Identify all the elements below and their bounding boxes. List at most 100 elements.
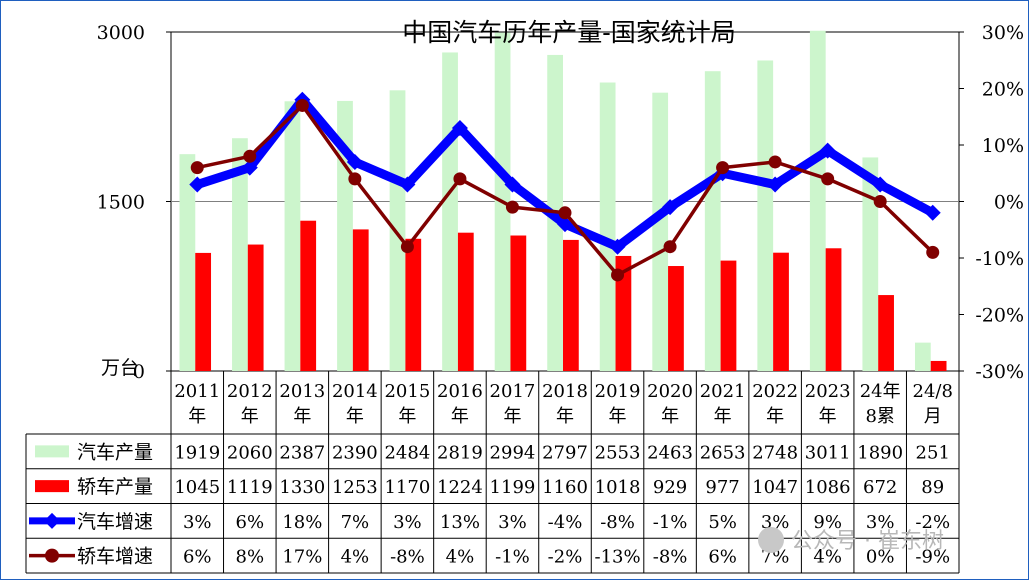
- data-label-1-12: 1086: [805, 477, 851, 498]
- point-3-6: [505, 200, 519, 214]
- bar-0-2: [284, 101, 301, 372]
- y-tick-label-1: 1500: [97, 192, 145, 214]
- y-tick-label-2: 0: [133, 361, 145, 383]
- y2-tick-label-2: 10%: [982, 135, 1024, 157]
- data-label-3-13: 0%: [866, 547, 895, 568]
- bar-1-2: [300, 220, 317, 371]
- point-3-8: [611, 268, 625, 282]
- data-label-0-5: 2819: [437, 442, 483, 463]
- x-tick-label-12: 2023: [805, 381, 851, 402]
- data-label-3-8: -13%: [594, 547, 640, 568]
- x-tick-sublabel-14: 月: [924, 406, 942, 427]
- bar-0-1: [232, 138, 248, 371]
- x-tick-sublabel-13: 8累: [865, 406, 894, 427]
- point-2-11: [767, 176, 784, 193]
- bar-1-8: [615, 255, 632, 371]
- x-tick-label-2: 2013: [279, 381, 325, 402]
- x-tick-sublabel-4: 年: [398, 406, 416, 427]
- point-2-13: [872, 176, 889, 193]
- point-3-9: [663, 240, 677, 254]
- data-label-2-7: -4%: [548, 512, 583, 533]
- x-tick-label-4: 2015: [384, 381, 430, 402]
- data-label-2-4: 3%: [393, 512, 422, 533]
- bar-1-4: [405, 238, 422, 371]
- data-label-2-6: 3%: [498, 512, 527, 533]
- bar-1-5: [457, 232, 474, 371]
- data-label-1-10: 977: [705, 477, 739, 498]
- point-3-13: [873, 195, 887, 208]
- point-3-3: [348, 172, 362, 186]
- data-label-3-9: -8%: [653, 547, 688, 568]
- point-2-0: [189, 176, 206, 193]
- point-3-14: [926, 245, 940, 259]
- point-3-1: [243, 149, 257, 163]
- data-label-0-8: 2553: [595, 442, 641, 463]
- data-label-3-6: -1%: [495, 547, 530, 568]
- bar-1-10: [720, 260, 737, 371]
- point-3-7: [558, 206, 572, 220]
- data-label-3-14: -9%: [915, 547, 950, 568]
- data-label-0-14: 251: [916, 442, 950, 463]
- point-2-8: [609, 238, 626, 255]
- data-label-2-9: -1%: [653, 512, 688, 533]
- x-tick-sublabel-11: 年: [766, 406, 784, 427]
- x-tick-label-13: 24年: [860, 381, 901, 402]
- data-label-2-14: -2%: [915, 512, 950, 533]
- data-label-0-10: 2653: [700, 442, 746, 463]
- chart-title: 中国汽车历年产量-国家统计局: [402, 18, 735, 47]
- x-tick-sublabel-12: 年: [819, 406, 837, 427]
- data-label-1-1: 1119: [227, 477, 273, 498]
- legend-marker-3: [45, 548, 59, 563]
- data-label-3-2: 17%: [282, 547, 322, 568]
- data-label-2-2: 18%: [282, 512, 322, 533]
- bar-0-8: [599, 82, 616, 372]
- x-tick-sublabel-5: 年: [451, 406, 469, 427]
- data-label-0-7: 2797: [542, 442, 588, 463]
- data-label-0-1: 2060: [227, 442, 273, 463]
- bar-1-7: [563, 239, 579, 371]
- data-label-0-3: 2390: [332, 442, 378, 463]
- data-label-3-0: 6%: [183, 547, 212, 568]
- bar-0-11: [757, 60, 774, 371]
- y-axis-label: 万台: [101, 357, 139, 379]
- x-tick-sublabel-10: 年: [714, 406, 732, 427]
- bar-1-12: [825, 248, 842, 371]
- point-2-4: [399, 176, 416, 193]
- point-2-6: [504, 176, 521, 193]
- data-label-1-6: 1199: [490, 477, 536, 498]
- data-label-2-1: 6%: [236, 512, 265, 533]
- data-label-0-11: 2748: [752, 442, 798, 463]
- bar-0-0: [179, 154, 196, 371]
- point-2-3: [346, 153, 363, 170]
- point-2-12: [819, 142, 836, 159]
- y-tick-label-0: 3000: [97, 22, 145, 44]
- point-3-5: [453, 172, 467, 186]
- x-tick-sublabel-3: 年: [346, 406, 364, 427]
- point-3-0: [190, 161, 204, 175]
- y2-tick-label-6: -30%: [975, 361, 1024, 383]
- point-3-10: [716, 161, 730, 175]
- point-2-1: [241, 159, 258, 176]
- data-label-2-5: 13%: [440, 512, 480, 533]
- bar-0-9: [652, 92, 669, 371]
- x-tick-label-8: 2019: [595, 381, 641, 402]
- x-tick-sublabel-0: 年: [188, 406, 206, 427]
- data-label-1-8: 1018: [595, 477, 641, 498]
- y2-tick-label-1: 20%: [982, 79, 1024, 101]
- bar-1-6: [510, 235, 527, 371]
- x-tick-label-14: 24/8: [913, 381, 953, 402]
- x-tick-sublabel-9: 年: [661, 406, 679, 427]
- legend-label-0: 汽车产量: [77, 441, 153, 463]
- data-label-3-7: -2%: [548, 547, 583, 568]
- y2-tick-label-4: -10%: [975, 248, 1024, 270]
- data-label-1-0: 1045: [174, 477, 220, 498]
- data-label-3-1: 8%: [236, 547, 265, 568]
- x-tick-label-7: 2018: [542, 381, 588, 402]
- x-tick-label-0: 2011: [174, 381, 220, 402]
- x-tick-sublabel-6: 年: [503, 406, 521, 427]
- bar-1-1: [247, 244, 264, 371]
- legend-marker-2: [44, 512, 60, 529]
- data-label-2-12: 9%: [813, 512, 842, 533]
